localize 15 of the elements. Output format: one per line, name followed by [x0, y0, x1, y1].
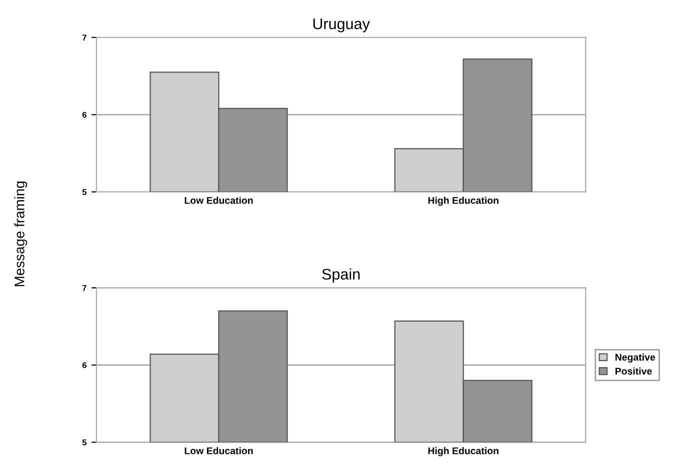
y-tick-label: 5 — [82, 440, 87, 446]
chart-title: Uruguay — [313, 18, 370, 32]
x-tick-label: Low Education — [184, 196, 253, 204]
y-tick-label: 7 — [82, 34, 86, 40]
y-tick-label: 6 — [82, 112, 86, 118]
y-tick-label: 5 — [82, 189, 87, 195]
legend-label: Negative — [616, 354, 656, 363]
x-tick-label: High Education — [428, 447, 498, 456]
legend-label: Positive — [616, 367, 652, 375]
x-tick-label: Low Education — [184, 447, 253, 454]
y-tick-label: 6 — [82, 362, 86, 368]
y-axis-title: Message framing — [14, 182, 28, 286]
chart-title: Spain — [322, 268, 360, 283]
y-tick-label: 7 — [82, 285, 86, 291]
x-tick-label: High Education — [428, 196, 498, 206]
